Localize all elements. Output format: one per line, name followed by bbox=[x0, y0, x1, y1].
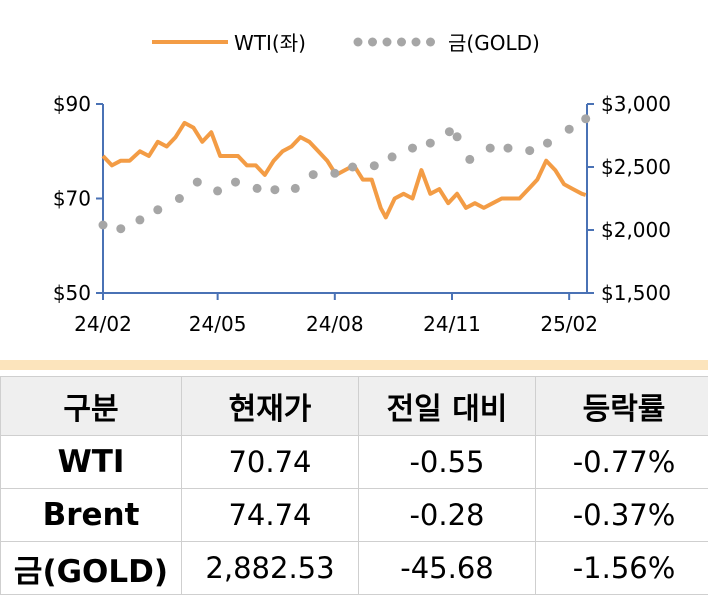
row-rate: -0.77% bbox=[536, 436, 708, 489]
row-change: -45.68 bbox=[359, 542, 536, 595]
gold-point bbox=[581, 114, 590, 123]
gold-point bbox=[465, 155, 474, 164]
gold-point bbox=[175, 194, 184, 203]
legend-gold-swatch-dot bbox=[412, 38, 421, 47]
gold-point bbox=[370, 161, 379, 170]
row-price: 70.74 bbox=[182, 436, 359, 489]
wti-line bbox=[103, 123, 586, 217]
gold-point bbox=[408, 144, 417, 153]
header-rate: 등락률 bbox=[536, 377, 708, 436]
legend-wti-label: WTI(좌) bbox=[234, 31, 306, 55]
row-rate: -1.56% bbox=[536, 542, 708, 595]
gold-point bbox=[253, 184, 262, 193]
row-price: 2,882.53 bbox=[182, 542, 359, 595]
legend-gold-swatch-dot bbox=[383, 38, 392, 47]
right-y-tick-label: $3,000 bbox=[601, 92, 671, 116]
row-price: 74.74 bbox=[182, 489, 359, 542]
right-y-tick-label: $2,500 bbox=[601, 155, 671, 179]
header-category: 구분 bbox=[1, 377, 182, 436]
row-change: -0.28 bbox=[359, 489, 536, 542]
gold-point bbox=[116, 224, 125, 233]
header-price: 현재가 bbox=[182, 377, 359, 436]
x-tick-label: 24/05 bbox=[189, 312, 247, 336]
table-row: Brent 74.74 -0.28 -0.37% bbox=[1, 489, 708, 542]
gold-point bbox=[153, 205, 162, 214]
table-row: 금(GOLD) 2,882.53 -45.68 -1.56% bbox=[1, 542, 708, 595]
gold-point bbox=[193, 178, 202, 187]
right-y-tick-label: $1,500 bbox=[601, 281, 671, 305]
legend-gold-swatch-dot bbox=[397, 38, 406, 47]
gold-point bbox=[525, 146, 534, 155]
row-change: -0.55 bbox=[359, 436, 536, 489]
row-label: 금(GOLD) bbox=[1, 542, 182, 595]
gold-point bbox=[330, 169, 339, 178]
legend-gold-label: 금(GOLD) bbox=[448, 31, 540, 55]
gold-point bbox=[486, 144, 495, 153]
left-y-tick-label: $50 bbox=[53, 281, 91, 305]
gold-point bbox=[543, 139, 552, 148]
gold-point bbox=[504, 144, 513, 153]
legend-gold-swatch-dot bbox=[368, 38, 377, 47]
gold-point bbox=[348, 163, 357, 172]
section-divider bbox=[0, 360, 708, 370]
x-tick-label: 24/08 bbox=[306, 312, 364, 336]
legend-gold-swatch-dot bbox=[354, 38, 363, 47]
gold-point bbox=[213, 186, 222, 195]
gold-point bbox=[231, 178, 240, 187]
row-label: Brent bbox=[1, 489, 182, 542]
chart-svg: $90 $70 $50 $3,000 $2,500 $2,000 $1,500 24/02 24… bbox=[0, 0, 708, 368]
gold-point bbox=[135, 215, 144, 224]
x-tick-label: 25/02 bbox=[540, 312, 598, 336]
gold-point bbox=[270, 185, 279, 194]
table-row: WTI 70.74 -0.55 -0.77% bbox=[1, 436, 708, 489]
gold-point bbox=[291, 184, 300, 193]
gold-point bbox=[426, 139, 435, 148]
row-rate: -0.37% bbox=[536, 489, 708, 542]
right-y-tick-label: $2,000 bbox=[601, 218, 671, 242]
gold-point bbox=[565, 125, 574, 134]
price-table: 구분 현재가 전일 대비 등락률 WTI 70.74 -0.55 -0.77% … bbox=[0, 376, 708, 595]
gold-point bbox=[453, 132, 462, 141]
x-tick-label: 24/11 bbox=[423, 312, 481, 336]
row-label: WTI bbox=[1, 436, 182, 489]
chart-area: $90 $70 $50 $3,000 $2,500 $2,000 $1,500 24/02 24… bbox=[0, 0, 708, 368]
left-y-tick-label: $70 bbox=[53, 187, 91, 211]
header-change: 전일 대비 bbox=[359, 377, 536, 436]
left-y-tick-label: $90 bbox=[53, 92, 91, 116]
gold-point bbox=[309, 170, 318, 179]
gold-point bbox=[99, 221, 108, 230]
table-header-row: 구분 현재가 전일 대비 등락률 bbox=[1, 377, 708, 436]
x-tick-label: 24/02 bbox=[74, 312, 132, 336]
gold-point bbox=[445, 127, 454, 136]
legend-gold-swatch-dot bbox=[426, 38, 435, 47]
gold-point bbox=[388, 152, 397, 161]
